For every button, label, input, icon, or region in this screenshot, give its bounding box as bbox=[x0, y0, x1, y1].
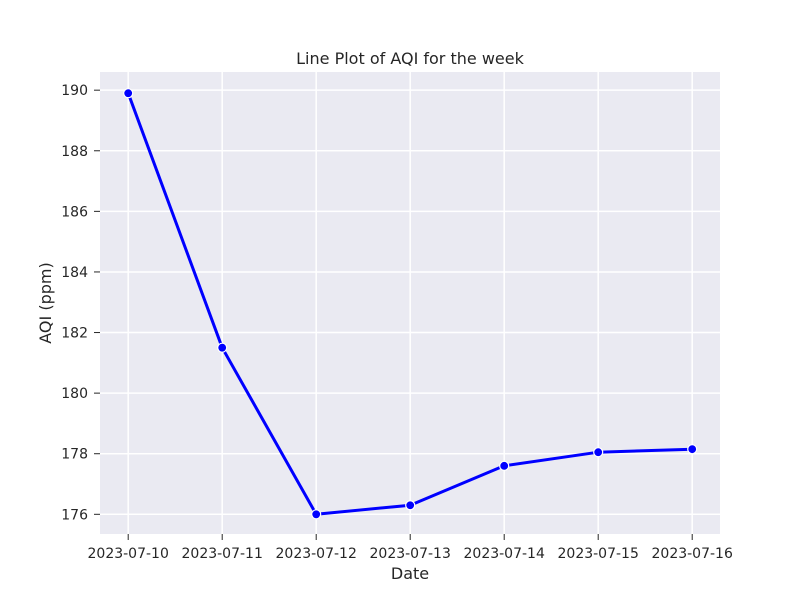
tick-layer: 2023-07-10 2023-07-11 2023-07-12 2023-07-13… bbox=[61, 83, 733, 562]
data-point bbox=[217, 342, 228, 353]
data-point bbox=[499, 460, 510, 471]
data-point bbox=[593, 447, 604, 458]
y-tick-label: 182 bbox=[61, 326, 88, 342]
x-tick-label: 2023-07-14 bbox=[464, 546, 545, 562]
x-axis-title: Date bbox=[391, 564, 429, 583]
chart-title: Line Plot of AQI for the week bbox=[296, 49, 524, 68]
data-point bbox=[405, 500, 416, 511]
data-point bbox=[123, 88, 134, 99]
y-tick-label: 188 bbox=[61, 144, 88, 160]
series-layer bbox=[123, 88, 698, 520]
x-tick-label: 2023-07-11 bbox=[182, 546, 263, 562]
x-tick-label: 2023-07-10 bbox=[88, 546, 169, 562]
data-point bbox=[687, 444, 698, 455]
x-tick-label: 2023-07-16 bbox=[652, 546, 733, 562]
y-tick-label: 176 bbox=[61, 507, 88, 523]
y-axis-title: AQI (ppm) bbox=[36, 262, 55, 343]
data-point bbox=[311, 509, 322, 520]
y-tick-label: 178 bbox=[61, 447, 88, 463]
grid-layer bbox=[100, 72, 720, 534]
y-tick-label: 190 bbox=[61, 83, 88, 99]
y-tick-label: 184 bbox=[61, 265, 88, 281]
y-tick-label: 186 bbox=[61, 204, 88, 220]
x-tick-label: 2023-07-15 bbox=[558, 546, 639, 562]
y-tick-label: 180 bbox=[61, 386, 88, 402]
x-tick-label: 2023-07-13 bbox=[370, 546, 451, 562]
x-tick-label: 2023-07-12 bbox=[276, 546, 357, 562]
